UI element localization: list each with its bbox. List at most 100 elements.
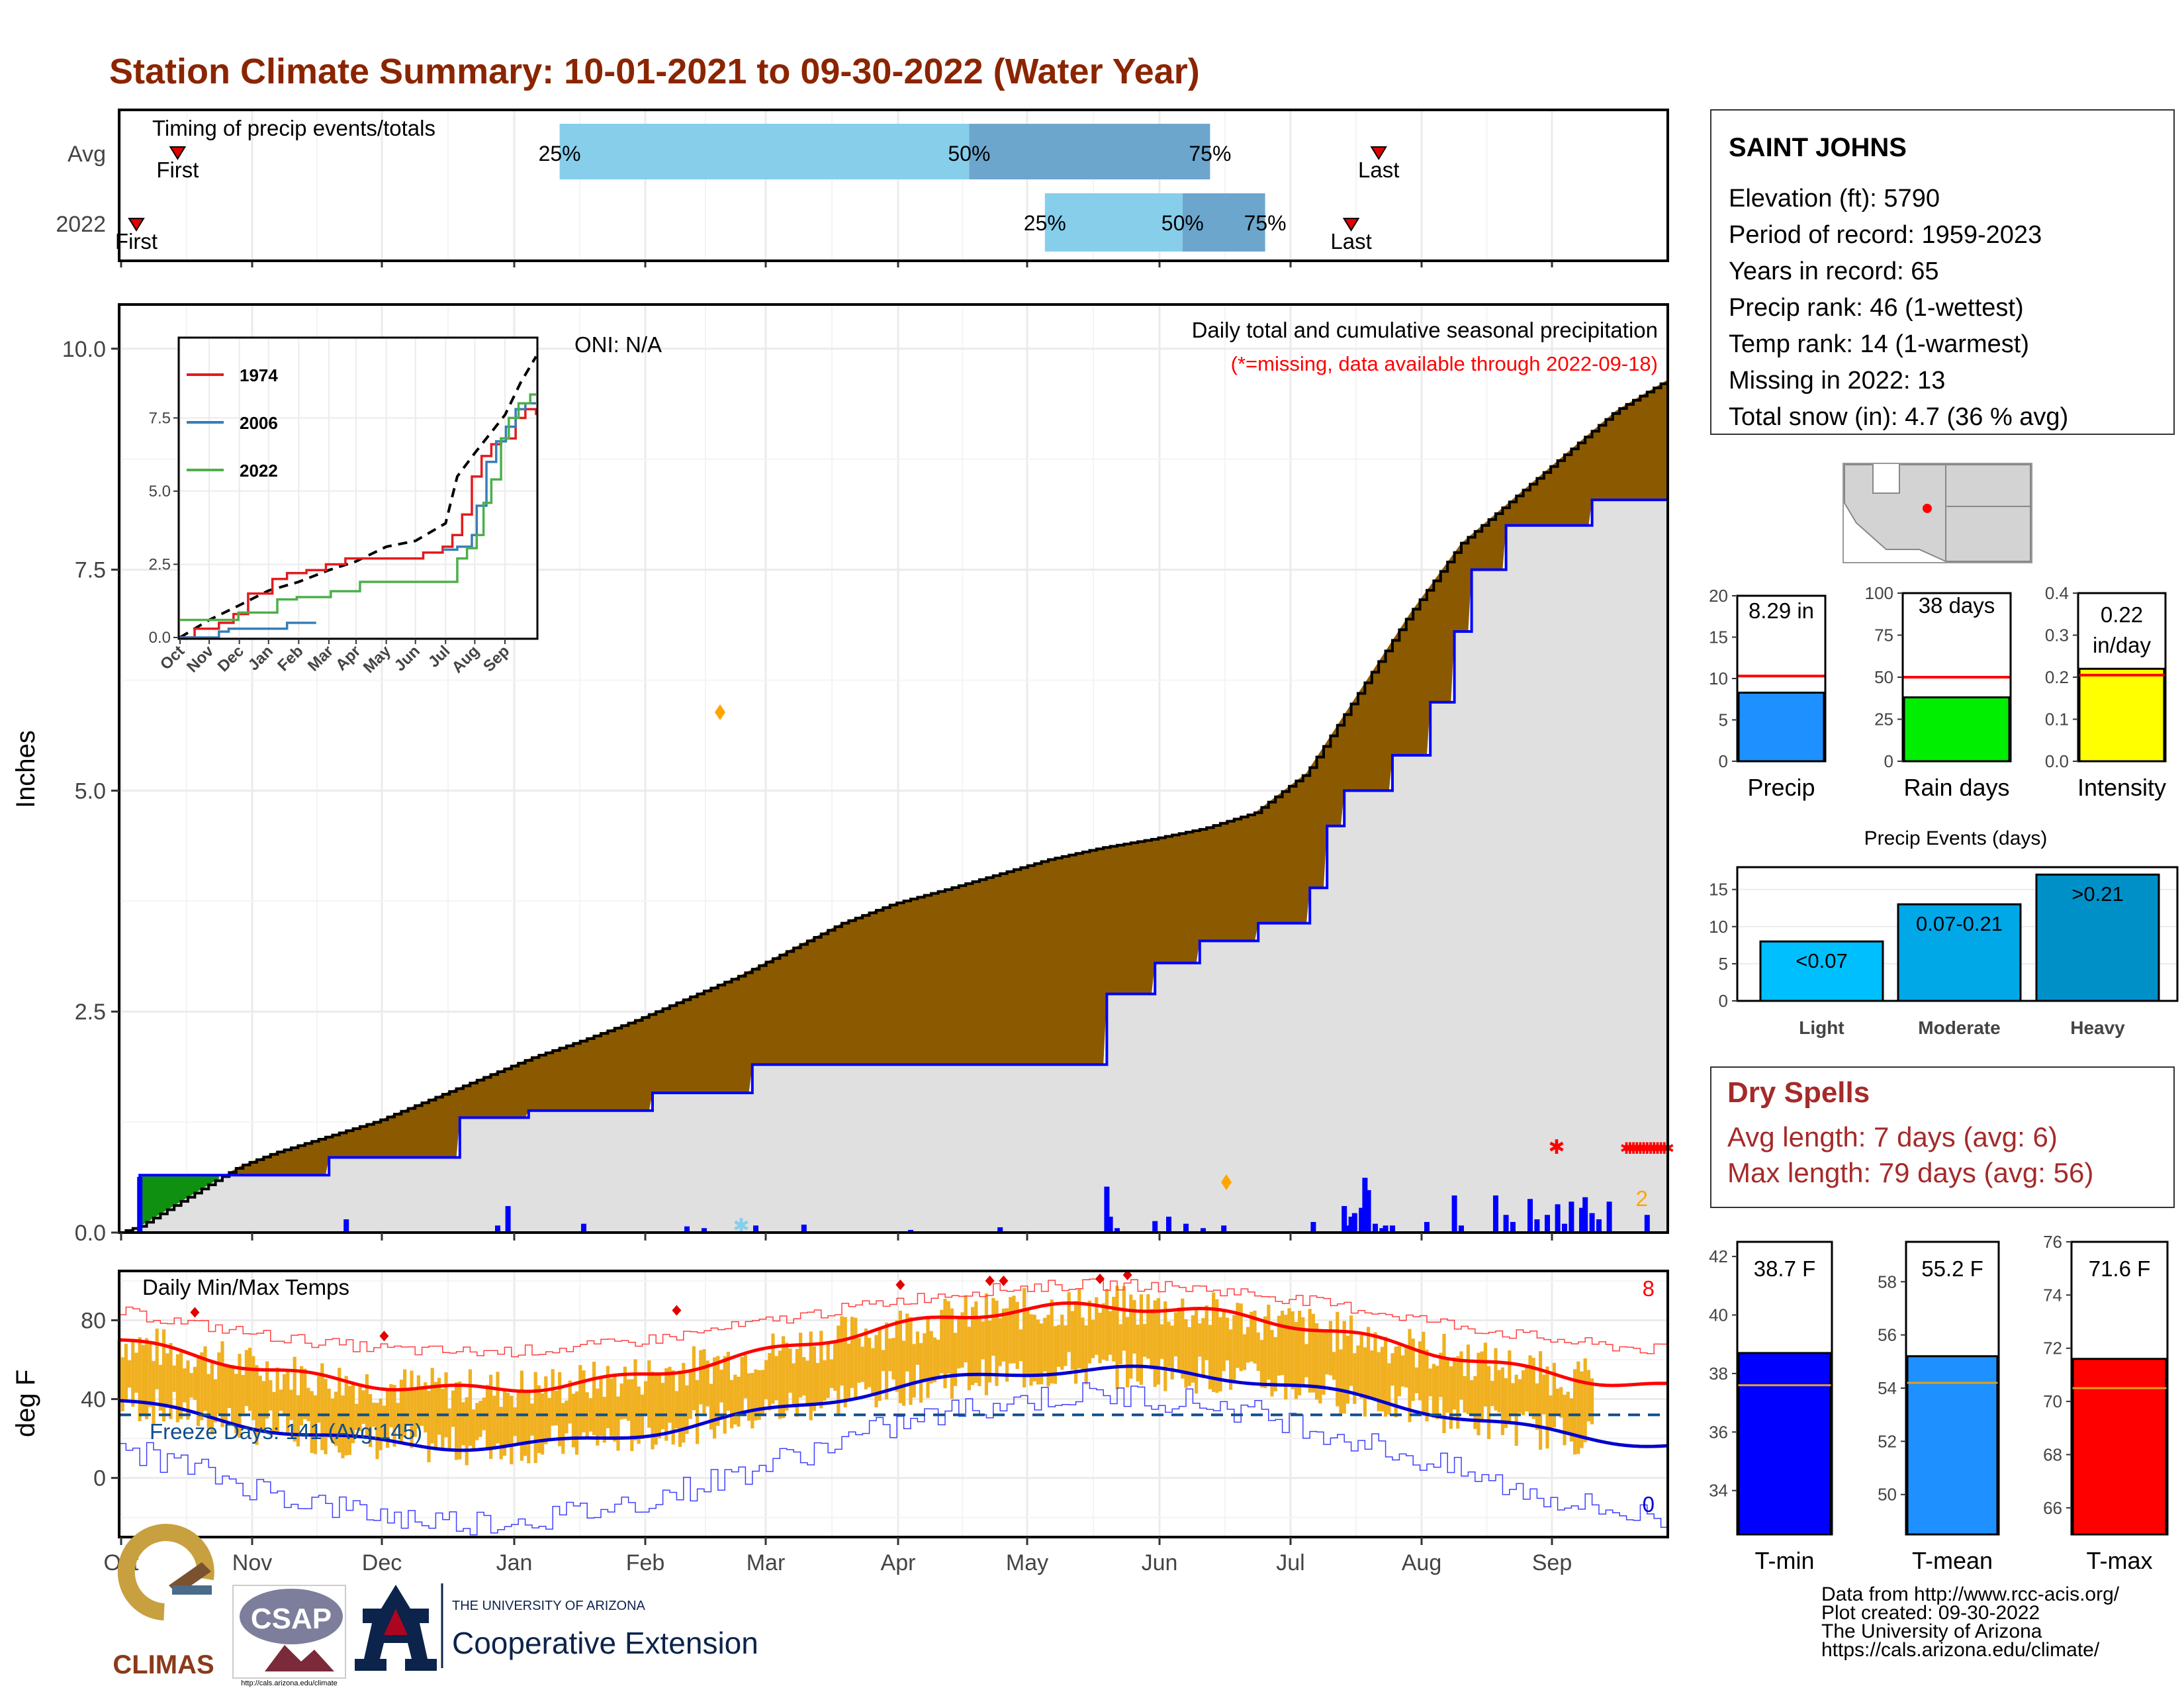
footer-line-3: The University of Arizona: [1821, 1620, 2042, 1642]
daily-temp-bar: [878, 1328, 882, 1401]
inset-x-tick-label: Jul: [425, 642, 454, 671]
daily-temp-bar: [361, 1390, 365, 1425]
daily-temp-bar: [1418, 1341, 1422, 1401]
daily-temp-bar: [392, 1385, 396, 1447]
map-borders: [1872, 465, 2030, 561]
daily-temp-bar: [430, 1368, 434, 1444]
daily-temp-bar: [502, 1389, 506, 1456]
month-tick-label: Feb: [626, 1550, 665, 1575]
daily-precip-bar: [495, 1225, 500, 1233]
daily-temp-bar: [1281, 1311, 1285, 1376]
daily-temp-bar: [1311, 1313, 1315, 1393]
daily-temp-bar: [995, 1300, 999, 1386]
daily-precip-bar: [1589, 1213, 1595, 1233]
daily-temp-bar: [527, 1392, 531, 1464]
daily-temp-bar: [1449, 1366, 1453, 1429]
precip-subtitle: Daily total and cumulative seasonal prec…: [1192, 318, 1658, 342]
dry-frame: [1710, 1066, 2175, 1208]
daily-precip-bar: [1534, 1219, 1540, 1233]
daily-temp-bar: [1187, 1327, 1191, 1386]
daily-temp-bar: [506, 1393, 510, 1446]
mini-y-tick-label: 0.4: [2045, 583, 2069, 603]
daily-temp-bar: [1239, 1303, 1243, 1372]
daily-temp-bar: [561, 1403, 565, 1454]
daily-temp-bar: [757, 1370, 761, 1420]
daily-temp-bar: [179, 1350, 183, 1419]
daily-temp-bar: [1191, 1315, 1195, 1383]
daily-temp-bar: [197, 1357, 201, 1427]
daily-temp-bar: [1118, 1324, 1122, 1365]
daily-temp-bar: [433, 1382, 437, 1450]
mini-value-bar: [2078, 667, 2165, 763]
events-y-axis: 0 5 10 15: [1709, 880, 1737, 1011]
daily-temp-bar: [338, 1368, 341, 1453]
missing-note: (*=missing, data available through 2022-…: [1231, 352, 1658, 375]
daily-precip-bar: [1221, 1225, 1227, 1233]
daily-temp-bar: [220, 1341, 224, 1427]
record-high-marker: [672, 1305, 682, 1316]
daily-temp-bar: [1053, 1326, 1057, 1384]
dry-max: Max length: 79 days (avg: 56): [1727, 1157, 2093, 1188]
daily-temp-bar: [1270, 1330, 1274, 1397]
mini-y-tick-label: 58: [1878, 1272, 1897, 1291]
daily-temp-bar: [751, 1372, 754, 1429]
daily-temp-bar: [1129, 1294, 1133, 1379]
daily-temp-bar: [128, 1360, 132, 1388]
daily-temp-bar: [327, 1388, 331, 1438]
daily-temp-bar: [610, 1378, 614, 1436]
daily-temp-bar: [1504, 1378, 1508, 1429]
missing-asterisk-marker: ✱: [1644, 1140, 1657, 1158]
inset-y-tick-label: 0.0: [149, 629, 171, 647]
daily-temp-bar: [936, 1339, 940, 1380]
month-tick-label: Jan: [496, 1550, 533, 1575]
daily-precip-bar: [1152, 1221, 1158, 1233]
daily-temp-bar: [743, 1354, 747, 1399]
daily-temp-bar: [1212, 1292, 1216, 1392]
daily-temp-bar: [926, 1316, 930, 1398]
precip-panel: ✱ ✱ ✱✱✱✱✱✱✱✱✱✱✱✱✱ 0.0 2.5 5.0 7.5 10.0 Inche…: [11, 303, 1674, 1246]
daily-temp-bar: [458, 1381, 462, 1460]
y2022-first-marker: [128, 218, 145, 232]
mini-y-tick-label: 0: [1884, 751, 1893, 771]
daily-temp-bar: [217, 1352, 221, 1414]
daily-temp-bar: [1384, 1336, 1388, 1417]
daily-temp-bar: [241, 1375, 245, 1414]
station-period: Period of record: 1959-2023: [1729, 221, 2042, 249]
ua-big-text: Cooperative Extension: [452, 1626, 758, 1660]
daily-temp-bar: [358, 1385, 362, 1431]
daily-precip-bar: [1104, 1186, 1110, 1233]
y2022-p25-label: 25%: [1024, 211, 1066, 235]
daily-temp-bar: [1325, 1331, 1329, 1375]
events-bar-label: <0.07: [1796, 949, 1847, 972]
missing-count: 2: [1636, 1186, 1648, 1211]
mini-value-label: 38.7 F: [1754, 1256, 1816, 1281]
daily-temp-bar: [1508, 1350, 1512, 1422]
avg-max-line: [118, 1301, 1668, 1393]
record-high-marker: [895, 1279, 905, 1290]
mini-y-tick-label: 40: [1709, 1305, 1728, 1325]
daily-temp-bar: [1494, 1348, 1498, 1411]
footer-line-1: Data from http://www.rcc-acis.org/: [1821, 1583, 2120, 1605]
daily-temp-bar: [1250, 1311, 1253, 1362]
daily-temp-bar: [1576, 1361, 1580, 1454]
daily-temp-bar: [726, 1352, 730, 1411]
dry-spells-box: Dry Spells Avg length: 7 days (avg: 6) M…: [1710, 1066, 2175, 1208]
daily-temp-bar: [1109, 1311, 1113, 1355]
daily-temp-bar: [716, 1356, 720, 1427]
daily-temp-bar: [1032, 1315, 1036, 1382]
daily-temp-bar: [623, 1366, 627, 1419]
daily-temp-bar: [699, 1350, 703, 1405]
missing-asterisk-marker: ✱: [1633, 1140, 1647, 1158]
daily-temp-bar: [1277, 1315, 1281, 1376]
missing-asterisk-marker: ✱: [1647, 1140, 1661, 1158]
daily-temp-bar: [1298, 1311, 1302, 1395]
daily-temp-bar: [1232, 1315, 1236, 1382]
daily-temp-bar: [1040, 1323, 1044, 1385]
daily-temp-bar: [1336, 1311, 1340, 1407]
daily-temp-bar: [1195, 1307, 1199, 1394]
daily-temp-bar: [1394, 1346, 1398, 1417]
daily-temp-bar: [1012, 1295, 1016, 1364]
missing-asterisk-marker: ✱: [1641, 1140, 1654, 1158]
daily-temp-bar: [696, 1380, 700, 1444]
oni-label: ONI: N/A: [574, 332, 662, 357]
